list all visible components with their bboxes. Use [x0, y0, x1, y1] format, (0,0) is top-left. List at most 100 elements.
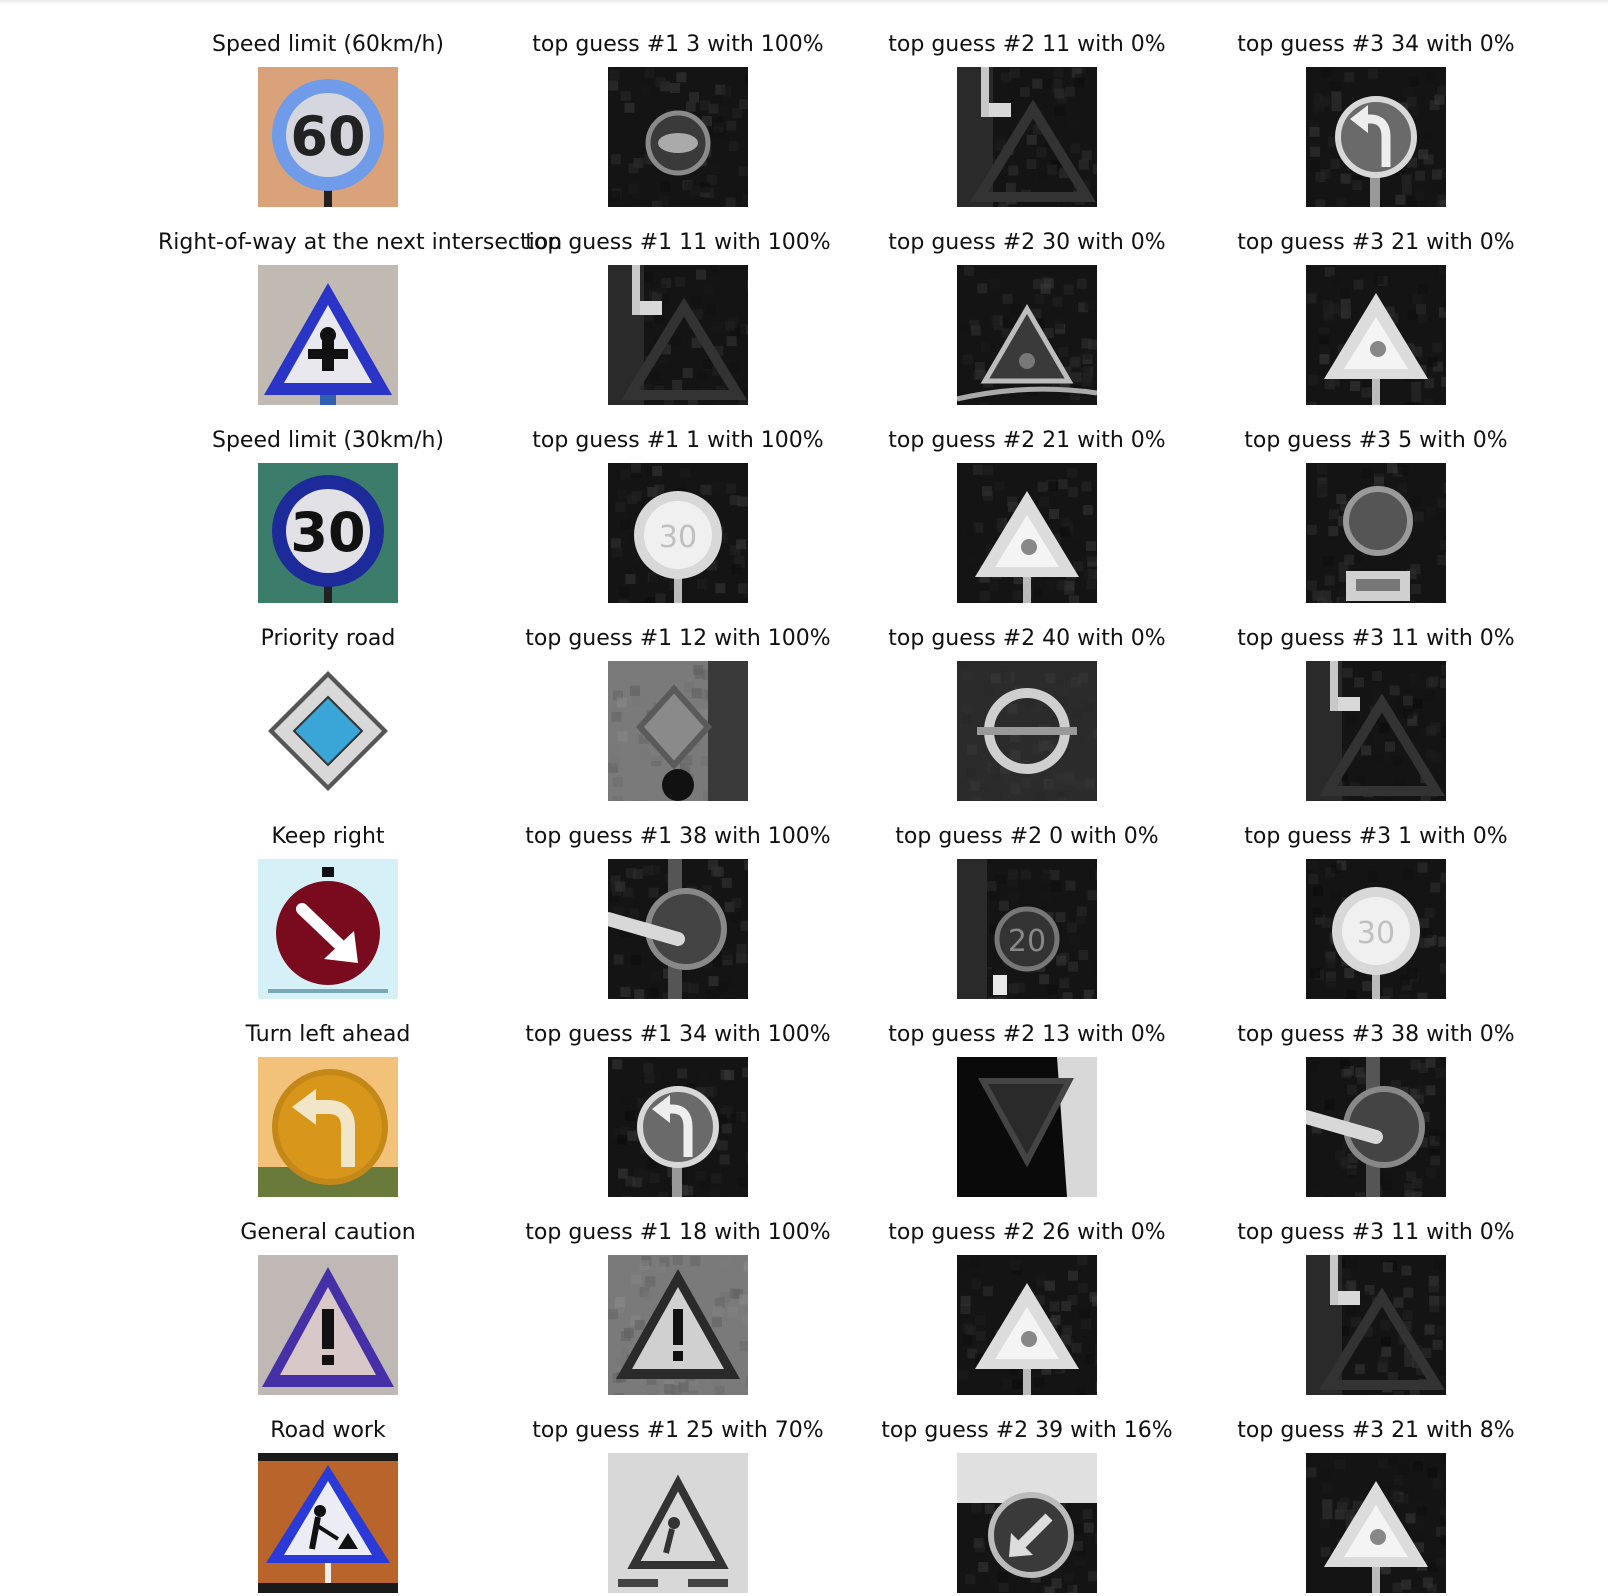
guess-cell: top guess #1 25 with 70%	[508, 1398, 848, 1596]
input-cell: General caution	[158, 1200, 498, 1398]
guess-cell: top guess #3 5 with 0%	[1206, 408, 1546, 606]
guess-cell: top guess #3 38 with 0%	[1206, 1002, 1546, 1200]
guess-caption: top guess #2 26 with 0%	[857, 1220, 1197, 1245]
guess-example-image	[957, 67, 1097, 207]
guess-cell: top guess #3 1 with 0% 30	[1206, 804, 1546, 1002]
sign-drawing: 60	[258, 67, 398, 207]
guess-thumbnail	[608, 1255, 748, 1395]
guess-example-image	[1306, 1453, 1446, 1593]
input-cell: Right-of-way at the next intersection	[158, 210, 498, 408]
guess-cell: top guess #1 38 with 100%	[508, 804, 848, 1002]
guess-cell: top guess #2 39 with 16%	[857, 1398, 1197, 1596]
sign-drawing	[258, 859, 398, 999]
guess-example-image	[957, 463, 1097, 603]
prediction-row: Right-of-way at the next intersection top…	[0, 210, 1608, 408]
guess-example-image: 30	[1306, 859, 1446, 999]
guess-cell: top guess #2 26 with 0%	[857, 1200, 1197, 1398]
guess-example-image	[1306, 463, 1446, 603]
prediction-row: Keep right top guess #1 38 with 100% top g…	[0, 804, 1608, 1002]
guess-thumbnail	[608, 661, 748, 801]
sign-drawing	[258, 1453, 398, 1593]
guess-caption: top guess #3 11 with 0%	[1206, 1220, 1546, 1245]
guess-thumbnail	[608, 859, 748, 999]
guess-caption: top guess #3 1 with 0%	[1206, 824, 1546, 849]
sign-drawing	[258, 1057, 398, 1197]
input-label: Road work	[158, 1418, 498, 1443]
prediction-row: Turn left ahead top guess #1 34 with 100%…	[0, 1002, 1608, 1200]
input-label: Priority road	[158, 626, 498, 651]
guess-example-image	[957, 1057, 1097, 1197]
sign-drawing	[258, 265, 398, 405]
guess-example-image	[608, 1255, 748, 1395]
guess-caption: top guess #1 18 with 100%	[508, 1220, 848, 1245]
guess-thumbnail	[1306, 1453, 1446, 1593]
guess-thumbnail	[1306, 67, 1446, 207]
guess-example-image	[1306, 1255, 1446, 1395]
svg-text:20: 20	[1008, 924, 1046, 959]
input-sign-image	[258, 1453, 398, 1593]
guess-example-image	[608, 1453, 748, 1593]
guess-caption: top guess #3 11 with 0%	[1206, 626, 1546, 651]
guess-caption: top guess #2 21 with 0%	[857, 428, 1197, 453]
guess-thumbnail	[1306, 463, 1446, 603]
input-cell: Keep right	[158, 804, 498, 1002]
guess-cell: top guess #3 21 with 8%	[1206, 1398, 1546, 1596]
guess-caption: top guess #1 25 with 70%	[508, 1418, 848, 1443]
guess-caption: top guess #1 38 with 100%	[508, 824, 848, 849]
guess-cell: top guess #2 40 with 0%	[857, 606, 1197, 804]
guess-thumbnail	[608, 265, 748, 405]
guess-cell: top guess #3 34 with 0%	[1206, 12, 1546, 210]
guess-caption: top guess #3 21 with 0%	[1206, 230, 1546, 255]
prediction-row: Speed limit (60km/h)60 top guess #1 3 wit…	[0, 12, 1608, 210]
guess-example-image	[1306, 1057, 1446, 1197]
guess-cell: top guess #1 11 with 100%	[508, 210, 848, 408]
prediction-row: General caution top guess #1 18 with 100%…	[0, 1200, 1608, 1398]
guess-thumbnail: 20	[957, 859, 1097, 999]
guess-example-image	[957, 1255, 1097, 1395]
guess-example-image	[608, 67, 748, 207]
guess-cell: top guess #1 34 with 100%	[508, 1002, 848, 1200]
guess-caption: top guess #2 40 with 0%	[857, 626, 1197, 651]
guess-cell: top guess #1 18 with 100%	[508, 1200, 848, 1398]
guess-caption: top guess #1 11 with 100%	[508, 230, 848, 255]
guess-thumbnail	[1306, 265, 1446, 405]
guess-thumbnail	[608, 1057, 748, 1197]
guess-cell: top guess #3 11 with 0%	[1206, 606, 1546, 804]
guess-cell: top guess #2 0 with 0% 20	[857, 804, 1197, 1002]
guess-caption: top guess #1 12 with 100%	[508, 626, 848, 651]
guess-thumbnail	[957, 1255, 1097, 1395]
guess-thumbnail	[957, 463, 1097, 603]
sign-drawing: 30	[258, 463, 398, 603]
input-sign-image	[258, 661, 398, 801]
input-sign-image	[258, 859, 398, 999]
input-sign-image	[258, 265, 398, 405]
input-label: Turn left ahead	[158, 1022, 498, 1047]
guess-caption: top guess #3 5 with 0%	[1206, 428, 1546, 453]
input-label: General caution	[158, 1220, 498, 1245]
svg-text:30: 30	[659, 520, 697, 555]
guess-cell: top guess #1 3 with 100%	[508, 12, 848, 210]
guess-example-image	[1306, 265, 1446, 405]
guess-caption: top guess #2 0 with 0%	[857, 824, 1197, 849]
guess-example-image	[608, 1057, 748, 1197]
guess-example-image	[957, 661, 1097, 801]
guess-cell: top guess #2 13 with 0%	[857, 1002, 1197, 1200]
guess-cell: top guess #3 11 with 0%	[1206, 1200, 1546, 1398]
guess-caption: top guess #1 3 with 100%	[508, 32, 848, 57]
svg-text:30: 30	[1357, 916, 1395, 951]
guess-thumbnail	[957, 265, 1097, 405]
guess-example-image: 20	[957, 859, 1097, 999]
guess-example-image	[608, 661, 748, 801]
guess-thumbnail	[957, 661, 1097, 801]
guess-caption: top guess #2 13 with 0%	[857, 1022, 1197, 1047]
guess-caption: top guess #2 11 with 0%	[857, 32, 1197, 57]
input-label: Speed limit (30km/h)	[158, 428, 498, 453]
guess-caption: top guess #1 1 with 100%	[508, 428, 848, 453]
guess-example-image	[957, 1453, 1097, 1593]
guess-example-image	[1306, 67, 1446, 207]
input-cell: Turn left ahead	[158, 1002, 498, 1200]
input-sign-image	[258, 1255, 398, 1395]
input-cell: Speed limit (30km/h) 30	[158, 408, 498, 606]
input-cell: Speed limit (60km/h)60	[158, 12, 498, 210]
